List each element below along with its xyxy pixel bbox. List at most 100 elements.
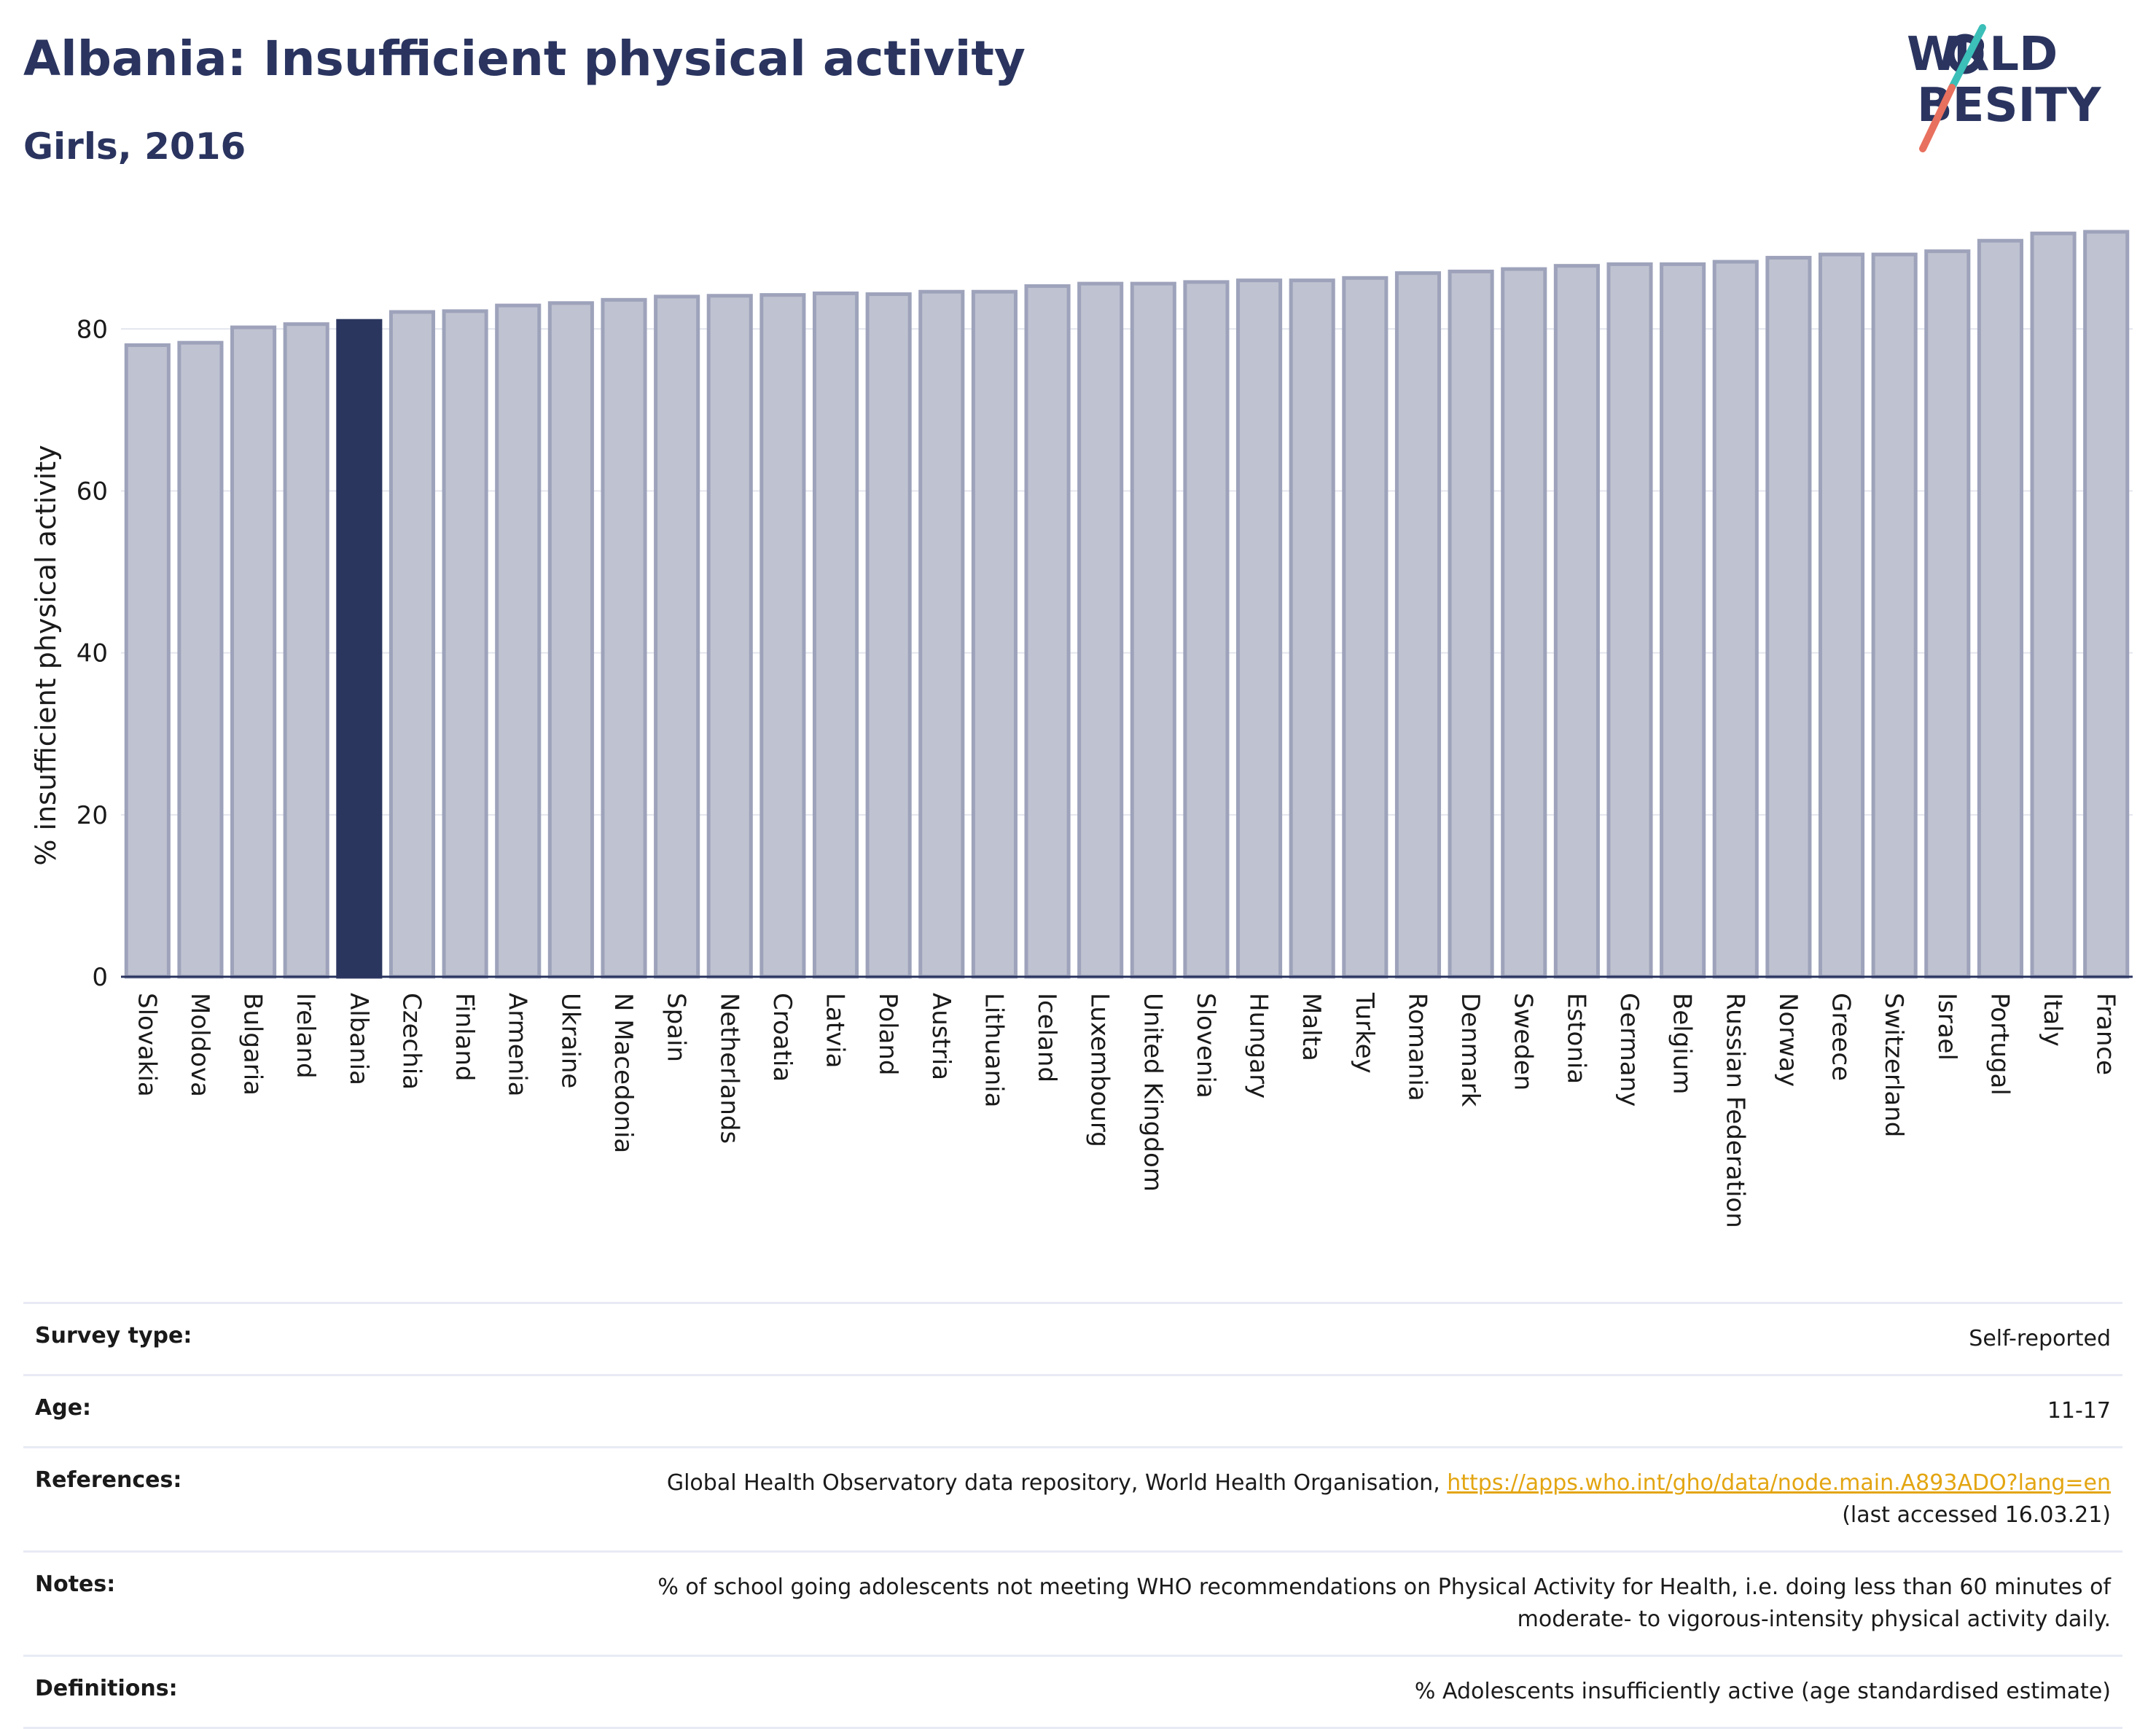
bar-lithuania [971, 289, 1018, 979]
x-tick-label: Estonia [1561, 993, 1590, 1084]
bar-greece [1818, 252, 1865, 979]
bar-austria [918, 289, 965, 979]
x-tick-label: Slovakia [132, 993, 161, 1097]
x-tick-label: Greece [1827, 993, 1856, 1081]
notes-value: % of school going adolescents not meetin… [399, 1550, 2122, 1656]
notes-line-2: moderate- to vigorous-intensity physical… [1517, 1607, 2111, 1632]
bar-malta [1289, 278, 1335, 979]
bar-norway [1765, 256, 1812, 979]
bar-switzerland [1871, 252, 1918, 979]
x-tick-label: Switzerland [1879, 993, 1908, 1137]
x-axis-ticks: Slovakia Moldova Bulgaria Ireland Albania Cze… [132, 992, 2120, 1228]
bar-poland [865, 292, 912, 979]
x-tick-label: Austria [926, 993, 956, 1080]
y-tick-label: 0 [92, 963, 108, 992]
references-accessed: (last accessed 16.03.21) [1842, 1502, 2111, 1528]
x-tick-label: Albania [344, 993, 373, 1085]
bar-portugal [1977, 238, 2023, 979]
x-tick-label: Finland [450, 993, 479, 1082]
bar-united-kingdom [1130, 281, 1176, 979]
bar-turkey [1342, 276, 1388, 979]
x-tick-label: Germany [1614, 993, 1644, 1107]
info-row-survey-type: Survey type: Self-reported [23, 1302, 2122, 1375]
y-axis-ticks: 0 20 40 60 80 [77, 315, 108, 992]
x-tick-label: Lithuania [979, 993, 1008, 1107]
x-tick-label: Netherlands [714, 993, 743, 1144]
definitions-value: % Adolescents insufficiently active (age… [399, 1655, 2122, 1729]
bar-denmark [1448, 269, 1494, 979]
x-tick-label: Norway [1773, 993, 1802, 1087]
x-tick-label: Ireland [291, 993, 320, 1079]
bar-slovakia [124, 343, 171, 979]
bar-israel [1924, 249, 1971, 979]
info-table: Survey type: Self-reported Age: 11-17 Re… [23, 1302, 2122, 1729]
definitions-label: Definitions: [23, 1655, 399, 1729]
x-tick-label: N Macedonia [609, 993, 638, 1153]
bar-belgium [1660, 262, 1706, 979]
info-row-references: References: Global Health Observatory da… [23, 1446, 2122, 1552]
x-tick-label: Portugal [1985, 993, 2014, 1096]
bar-ireland [283, 322, 329, 979]
bar-moldova [177, 340, 224, 979]
info-row-age: Age: 11-17 [23, 1374, 2122, 1448]
age-value: 11-17 [399, 1374, 2122, 1448]
bar-france [2083, 230, 2130, 979]
bar-netherlands [706, 294, 753, 979]
bar-romania [1394, 271, 1442, 979]
bar-latvia [812, 291, 859, 979]
bar-n-macedonia [601, 297, 647, 979]
bar-iceland [1024, 284, 1071, 979]
references-text: Global Health Observatory data repositor… [666, 1470, 1448, 1496]
x-tick-label: Luxembourg [1085, 993, 1114, 1147]
x-tick-label: Italy [2038, 993, 2067, 1047]
bar-armenia [495, 303, 542, 979]
references-value: Global Health Observatory data repositor… [399, 1446, 2122, 1552]
bar-hungary [1236, 278, 1283, 979]
survey-type-value: Self-reported [399, 1302, 2122, 1375]
x-tick-label: Belgium [1668, 993, 1697, 1094]
x-tick-label: Romania [1402, 993, 1432, 1101]
survey-type-label: Survey type: [23, 1302, 399, 1375]
x-tick-label: Denmark [1456, 993, 1485, 1107]
references-link[interactable]: https://apps.who.int/gho/data/node.main.… [1447, 1470, 2111, 1496]
x-tick-label: Poland [873, 993, 902, 1076]
world-obesity-logo: W RLD BESITY [1907, 24, 2101, 152]
x-tick-label: Spain [662, 993, 691, 1062]
x-tick-label: Turkey [1350, 992, 1379, 1074]
y-axis-title: % insufficient physical activity [30, 445, 62, 865]
x-tick-label: Slovenia [1191, 993, 1220, 1098]
bar-ukraine [547, 301, 594, 979]
page-title: Albania: Insufficient physical activity [23, 31, 1026, 87]
x-tick-label: Russian Federation [1720, 993, 1749, 1228]
bar-germany [1606, 262, 1653, 979]
x-tick-label: Croatia [768, 993, 797, 1082]
x-tick-label: Moldova [185, 993, 214, 1097]
x-tick-label: Ukraine [555, 993, 585, 1088]
bar-sweden [1501, 267, 1547, 979]
page-subtitle: Girls, 2016 [23, 125, 246, 168]
bar-czechia [388, 310, 436, 979]
bar-bulgaria [230, 325, 277, 979]
x-tick-label: Sweden [1509, 993, 1538, 1090]
bar-chart: 0 20 40 60 80 Slovakia Moldova Bulgaria Ireland… [30, 230, 2133, 1228]
bar-spain [654, 294, 700, 979]
x-tick-label: Armenia [503, 993, 532, 1097]
svg-text:BESITY: BESITY [1917, 79, 2101, 133]
x-tick-label: Latvia [821, 993, 850, 1069]
bar-albania [336, 319, 383, 979]
x-tick-label: Czechia [397, 993, 426, 1090]
x-tick-label: Hungary [1244, 993, 1273, 1098]
y-tick-label: 20 [77, 801, 108, 830]
bar-estonia [1553, 264, 1600, 979]
info-row-definitions: Definitions: % Adolescents insufficientl… [23, 1655, 2122, 1729]
bar-croatia [759, 293, 806, 979]
age-label: Age: [23, 1374, 399, 1448]
notes-label: Notes: [23, 1550, 399, 1656]
x-tick-label: Malta [1297, 993, 1326, 1061]
bar-finland [442, 309, 488, 979]
bar-slovenia [1183, 280, 1230, 979]
bar-italy [2030, 231, 2077, 979]
x-tick-label: France [2091, 993, 2120, 1075]
bars [124, 230, 2130, 979]
x-tick-label: Bulgaria [238, 993, 267, 1096]
